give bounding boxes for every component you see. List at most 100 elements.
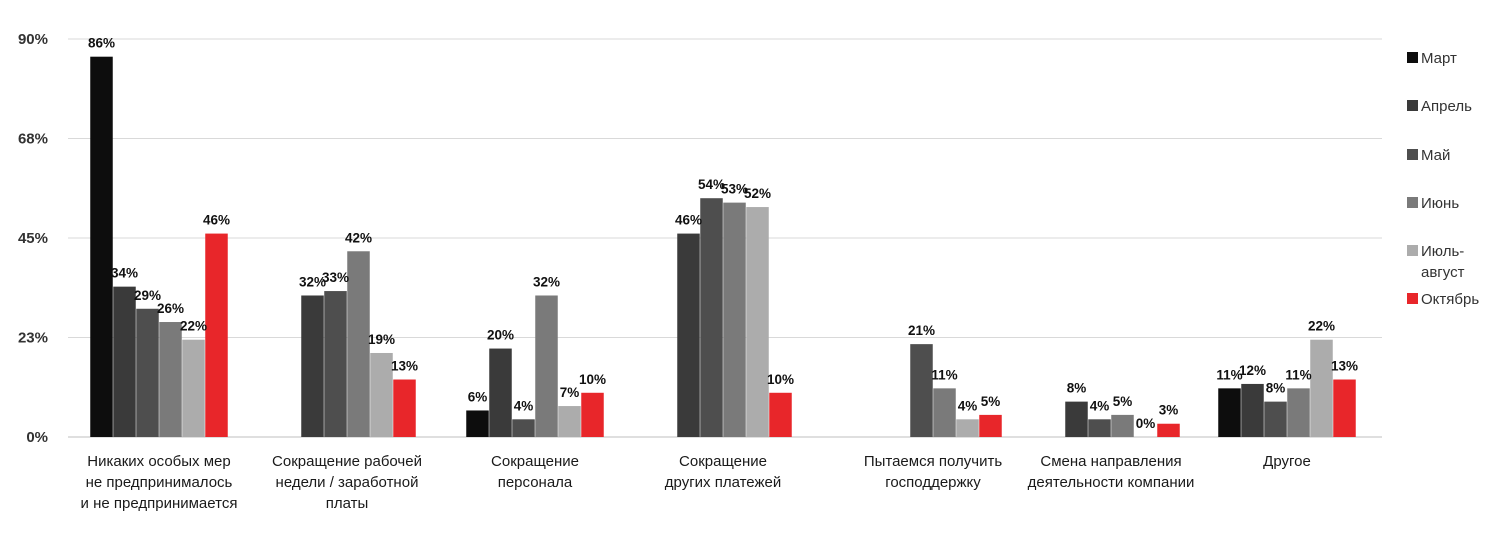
y-axis-ticks: 0% 23% 45% 68% 90% <box>18 31 48 446</box>
bar <box>1333 379 1356 437</box>
data-label: 20% <box>487 328 514 343</box>
bar <box>136 308 159 437</box>
x-tick-label: персонала <box>498 474 573 491</box>
bar <box>746 207 769 437</box>
data-label: 11% <box>931 367 957 382</box>
legend-label: август <box>1421 264 1465 281</box>
bar <box>466 410 489 437</box>
data-label: 34% <box>111 266 138 281</box>
legend-item: Июнь <box>1407 195 1459 212</box>
x-tick-label: и не предпринимается <box>81 495 238 512</box>
x-tick-label: недели / заработной <box>276 474 419 491</box>
data-label: 11% <box>1216 367 1242 382</box>
data-label: 6% <box>468 389 488 404</box>
bar <box>1111 414 1134 437</box>
bar <box>90 56 113 437</box>
y-tick-label: 68% <box>18 131 48 148</box>
legend-item: Март <box>1407 50 1457 67</box>
bar <box>558 406 581 437</box>
bar <box>723 202 746 437</box>
data-label: 0% <box>1136 416 1156 431</box>
bar <box>979 414 1002 437</box>
data-label: 46% <box>675 213 702 228</box>
data-label: 10% <box>579 372 606 387</box>
data-label: 5% <box>981 394 1001 409</box>
data-label: 3% <box>1159 403 1179 418</box>
bar <box>1088 419 1111 437</box>
legend-swatch <box>1407 197 1418 208</box>
data-label: 8% <box>1266 381 1286 396</box>
legend-swatch <box>1407 149 1418 160</box>
x-axis-categories: Никаких особых мер не предпринималось и не… <box>81 453 1311 512</box>
value-labels: 86%34%29%26%22%46%32%33%42%19%13%6%20%4%… <box>88 36 1358 431</box>
x-tick-label: Сокращение рабочей <box>272 453 422 470</box>
bar <box>933 388 956 437</box>
y-tick-label: 23% <box>18 330 48 347</box>
x-tick-label: деятельности компании <box>1028 474 1195 491</box>
x-category-label: Никаких особых мер не предпринималось и не… <box>81 453 238 512</box>
data-label: 5% <box>1113 394 1133 409</box>
legend-item: Октябрь <box>1407 291 1479 308</box>
data-label: 4% <box>1090 398 1110 413</box>
data-label: 86% <box>88 36 115 51</box>
bar <box>1065 401 1088 437</box>
x-category-label: Пытаемся получить господдержку <box>864 453 1003 491</box>
bar <box>347 251 370 437</box>
bar <box>301 295 324 437</box>
data-label: 53% <box>721 182 748 197</box>
x-tick-label: господдержку <box>885 474 981 491</box>
data-label: 32% <box>299 274 326 289</box>
data-label: 29% <box>134 288 161 303</box>
data-label: 42% <box>345 230 372 245</box>
y-tick-label: 90% <box>18 31 48 48</box>
data-label: 32% <box>533 274 560 289</box>
data-label: 4% <box>514 398 534 413</box>
x-tick-label: платы <box>326 495 369 512</box>
bar <box>1287 388 1310 437</box>
bar <box>324 291 347 437</box>
x-category-label: Смена направления деятельности компании <box>1028 453 1195 491</box>
x-category-label: Сокращение других платежей <box>665 453 781 491</box>
data-label: 22% <box>1308 319 1335 334</box>
data-label: 13% <box>391 359 418 374</box>
bar <box>205 233 228 437</box>
bar <box>956 419 979 437</box>
legend-swatch <box>1407 52 1418 63</box>
x-tick-label: Другое <box>1263 453 1311 470</box>
x-tick-label: Никаких особых мер <box>87 453 230 470</box>
legend-label: Июль- <box>1421 243 1464 260</box>
bars <box>90 56 1356 437</box>
x-tick-label: других платежей <box>665 474 781 491</box>
data-label: 46% <box>203 213 230 228</box>
bar <box>677 233 700 437</box>
legend-label: Апрель <box>1421 98 1472 115</box>
data-label: 22% <box>180 319 207 334</box>
data-label: 8% <box>1067 381 1087 396</box>
legend-item: Июль-август <box>1407 243 1465 281</box>
y-tick-label: 0% <box>26 429 48 446</box>
legend-item: Май <box>1407 147 1450 164</box>
bar <box>393 379 416 437</box>
legend-label: Октябрь <box>1421 291 1479 308</box>
data-label: 4% <box>958 398 978 413</box>
bar <box>769 392 792 437</box>
bar <box>700 198 723 437</box>
legend-item: Апрель <box>1407 98 1472 115</box>
x-tick-label: Сокращение <box>679 453 767 470</box>
bar <box>910 344 933 437</box>
x-tick-label: Смена направления <box>1040 453 1181 470</box>
bar <box>159 322 182 437</box>
bar <box>535 295 558 437</box>
data-label: 52% <box>744 186 771 201</box>
data-label: 19% <box>368 332 395 347</box>
bar <box>1310 339 1333 437</box>
x-category-label: Сокращение рабочей недели / заработной пла… <box>272 453 422 512</box>
x-tick-label: не предпринималось <box>86 474 233 491</box>
x-tick-label: Пытаемся получить <box>864 453 1003 470</box>
bar <box>113 286 136 437</box>
y-tick-label: 45% <box>18 230 48 247</box>
data-label: 11% <box>1285 367 1311 382</box>
legend-label: Июнь <box>1421 195 1459 212</box>
legend: Март Апрель Май Июнь Июль-август Октябрь <box>1407 50 1479 308</box>
legend-swatch <box>1407 100 1418 111</box>
